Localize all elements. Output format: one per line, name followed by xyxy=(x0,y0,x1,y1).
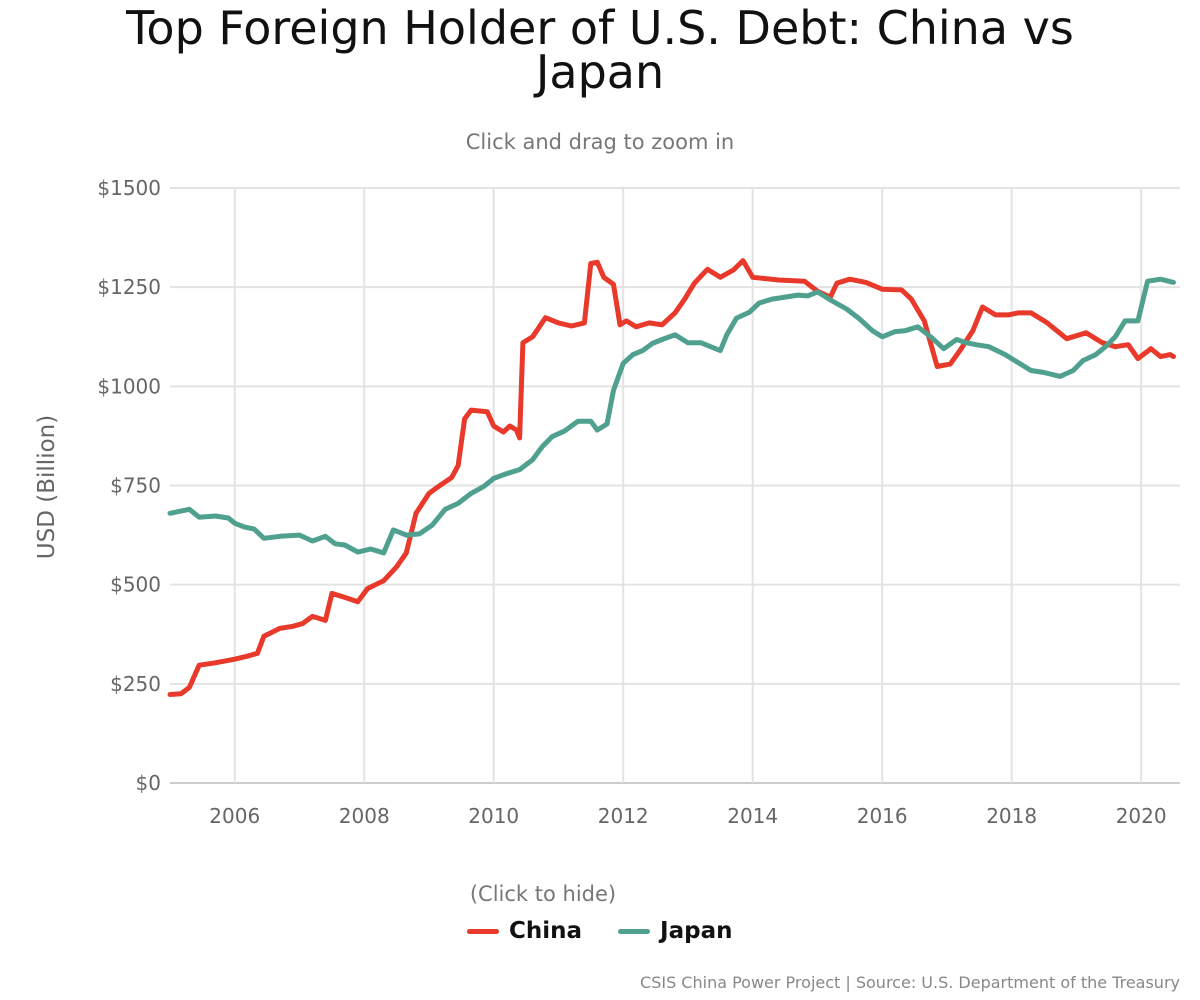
y-tick-label: $500 xyxy=(110,573,161,597)
chart-plot[interactable]: $0$250$500$750$1000$1250$1500 2006 2008 20… xyxy=(0,0,1200,870)
y-tick-label: $1250 xyxy=(97,275,161,299)
legend-swatch-china xyxy=(467,928,499,934)
x-tick-label: 2010 xyxy=(468,804,519,828)
y-tick-label: $1500 xyxy=(97,176,161,200)
x-tick-label: 2006 xyxy=(209,804,260,828)
series-lines[interactable] xyxy=(167,258,1176,697)
y-axis-ticks: $0 $250 $500 $750 $1000 $1250 $1500 xyxy=(97,176,161,795)
x-axis-ticks: 2006 2008 2010 2012 2014 2016 2018 2020 xyxy=(209,804,1166,828)
legend-item-china[interactable]: China xyxy=(467,918,582,944)
series-line-china[interactable] xyxy=(167,258,1176,697)
credits[interactable]: CSIS China Power Project | Source: U.S. … xyxy=(640,973,1180,992)
y-tick-label: $250 xyxy=(110,672,161,696)
x-tick-label: 2014 xyxy=(727,804,778,828)
y-axis-title: USD (Billion) xyxy=(34,415,60,559)
chart-subtitle: Click and drag to zoom in xyxy=(465,130,735,154)
x-tick-label: 2016 xyxy=(857,804,908,828)
y-tick-label: $0 xyxy=(136,771,161,795)
legend-item-japan[interactable]: Japan xyxy=(618,918,732,944)
legend: China Japan xyxy=(467,918,732,944)
legend-swatch-japan xyxy=(618,928,651,934)
legend-hint: (Click to hide) xyxy=(469,882,617,906)
grid-lines xyxy=(170,187,1180,784)
x-tick-label: 2012 xyxy=(598,804,649,828)
legend-label-china: China xyxy=(509,918,583,944)
series-line-japan[interactable] xyxy=(167,276,1176,556)
x-tick-label: 2008 xyxy=(339,804,390,828)
x-tick-label: 2018 xyxy=(986,804,1037,828)
x-tick-label: 2020 xyxy=(1116,804,1167,828)
chart-title: Top Foreign Holder of U.S. Debt: China v… xyxy=(126,1,1074,99)
y-tick-label: $750 xyxy=(110,474,161,498)
y-tick-label: $1000 xyxy=(97,374,161,398)
legend-label-japan: Japan xyxy=(660,918,733,944)
